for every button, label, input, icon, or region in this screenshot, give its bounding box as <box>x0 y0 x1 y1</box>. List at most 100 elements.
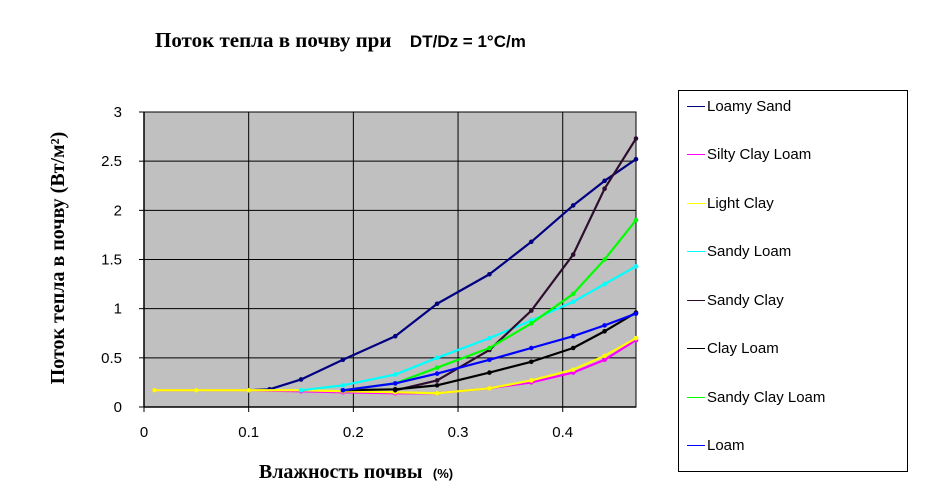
data-point-sandy-loam <box>602 281 607 287</box>
data-point-sandy-clay <box>570 252 576 257</box>
axes: 0 0.5 1 1.5 2 2.5 3 0 0.1 0.2 0.3 0.4 <box>101 104 636 441</box>
series-layer <box>152 136 639 396</box>
y-tick-label: 3 <box>114 104 122 121</box>
legend-item-sandy-clay-loam: Sandy Clay Loam <box>687 386 825 408</box>
legend-swatch <box>687 348 705 349</box>
data-point-clay-loam <box>392 387 398 392</box>
data-point-clay-loam <box>487 370 492 375</box>
legend-label: Clay Loam <box>707 340 779 357</box>
data-point-sandy-loam <box>434 355 440 361</box>
series-sandy-loam <box>298 264 639 393</box>
data-point-loamy-sand <box>340 357 346 363</box>
data-point-light-clay <box>529 378 534 383</box>
x-tick-label: 0.4 <box>552 424 573 441</box>
data-point-clay-loam <box>602 328 607 334</box>
data-point-sandy-clay-loam <box>529 321 534 326</box>
x-axis-label-unit: (%) <box>433 466 453 481</box>
data-point-loamy-sand <box>434 301 440 307</box>
series-line-light-clay <box>154 337 637 395</box>
data-point-light-clay <box>194 387 199 393</box>
legend-label: Sandy Loam <box>707 243 792 260</box>
legend-label: Sandy Clay Loam <box>707 388 826 406</box>
gridlines <box>144 111 636 407</box>
legend-swatch <box>687 299 705 301</box>
y-tick-label: 1.5 <box>101 252 122 269</box>
x-tick-label: 0 <box>140 424 148 441</box>
y-tick-label: 2 <box>114 202 122 219</box>
data-point-sandy-loam <box>340 383 346 388</box>
data-point-sandy-loam <box>298 387 304 393</box>
x-axis-label-main: Влажность почвы <box>259 461 423 483</box>
chart-title: Поток тепла в почву при DT/Dz = 1°C/m <box>155 28 775 58</box>
legend-label: Loamy Sand <box>707 97 792 115</box>
data-point-loam <box>392 381 398 386</box>
legend-swatch <box>687 396 705 398</box>
series-line-clay-loam <box>342 311 637 392</box>
data-point-loamy-sand <box>392 333 398 339</box>
y-tick-label: 0.5 <box>101 350 122 367</box>
data-point-loam <box>633 311 639 316</box>
data-point-loam <box>487 357 492 363</box>
legend-item-sandy-clay: Sandy Clay <box>687 289 784 311</box>
data-point-clay-loam <box>529 359 534 365</box>
y-tick-label: 0 <box>114 399 122 416</box>
x-tick-label: 0.2 <box>343 424 364 441</box>
x-tick-label: 0.1 <box>238 424 259 441</box>
legend-item-loamy-sand: Loamy Sand <box>687 95 791 117</box>
data-point-loam <box>570 333 576 339</box>
data-point-loam <box>340 387 346 393</box>
y-tick-label: 1 <box>114 301 122 318</box>
legend-swatch <box>687 202 705 204</box>
data-point-sandy-clay-loam <box>434 365 440 370</box>
data-point-loamy-sand <box>633 156 639 162</box>
data-point-loamy-sand <box>570 203 576 208</box>
series-light-clay <box>152 335 639 396</box>
legend-item-silty-clay-loam: Silty Clay Loam <box>687 144 811 166</box>
legend-label: Silty Clay Loam <box>707 146 812 163</box>
x-tick-label: 0.3 <box>448 424 469 441</box>
data-point-sandy-clay <box>529 308 534 313</box>
series-line-loam <box>342 312 637 392</box>
data-point-loamy-sand <box>487 271 492 277</box>
data-point-clay-loam <box>434 383 440 388</box>
data-point-loamy-sand <box>529 239 534 245</box>
legend-label: Loam <box>707 437 745 454</box>
data-point-light-clay <box>633 335 639 341</box>
legend-item-loam: Loam <box>687 435 745 457</box>
data-point-loam <box>529 345 534 351</box>
data-point-light-clay <box>487 386 492 391</box>
chart-title-main: Поток тепла в почву при <box>155 28 392 52</box>
data-point-sandy-loam <box>487 335 492 341</box>
x-axis-label: Влажность почвы (%) <box>259 461 453 483</box>
data-point-clay-loam <box>570 345 576 351</box>
y-axis-label: Поток тепла в почву (Вт/м²) <box>47 132 69 385</box>
data-point-sandy-loam <box>570 299 576 305</box>
data-point-silty-clay-loam <box>602 357 607 363</box>
series-loam <box>340 311 639 393</box>
legend-label: Sandy Clay <box>707 291 784 309</box>
legend-label: Light Clay <box>707 194 774 212</box>
data-point-light-clay <box>152 387 157 393</box>
legend-item-clay-loam: Clay Loam <box>687 338 779 360</box>
data-point-loam <box>434 371 440 376</box>
data-point-light-clay <box>570 367 576 372</box>
y-tick-label: 2.5 <box>101 153 122 170</box>
legend: Loamy Sand Silty Clay Loam Light Clay Sandy… <box>678 90 908 472</box>
data-point-light-clay <box>434 390 440 396</box>
legend-item-light-clay: Light Clay <box>687 192 774 214</box>
data-point-light-clay <box>246 387 251 393</box>
legend-swatch <box>687 445 705 446</box>
data-point-loamy-sand <box>298 377 304 382</box>
data-point-sandy-loam <box>392 372 398 377</box>
chart-title-condition: DT/Dz = 1°C/m <box>409 32 526 51</box>
legend-swatch <box>687 105 705 107</box>
data-point-sandy-clay <box>434 378 440 383</box>
legend-swatch <box>687 251 705 252</box>
legend-item-sandy-loam: Sandy Loam <box>687 241 791 263</box>
data-point-sandy-clay <box>602 186 607 191</box>
data-point-loam <box>602 323 607 328</box>
legend-swatch <box>687 154 705 155</box>
data-point-sandy-clay-loam <box>570 291 576 297</box>
data-point-sandy-clay-loam <box>633 217 639 223</box>
